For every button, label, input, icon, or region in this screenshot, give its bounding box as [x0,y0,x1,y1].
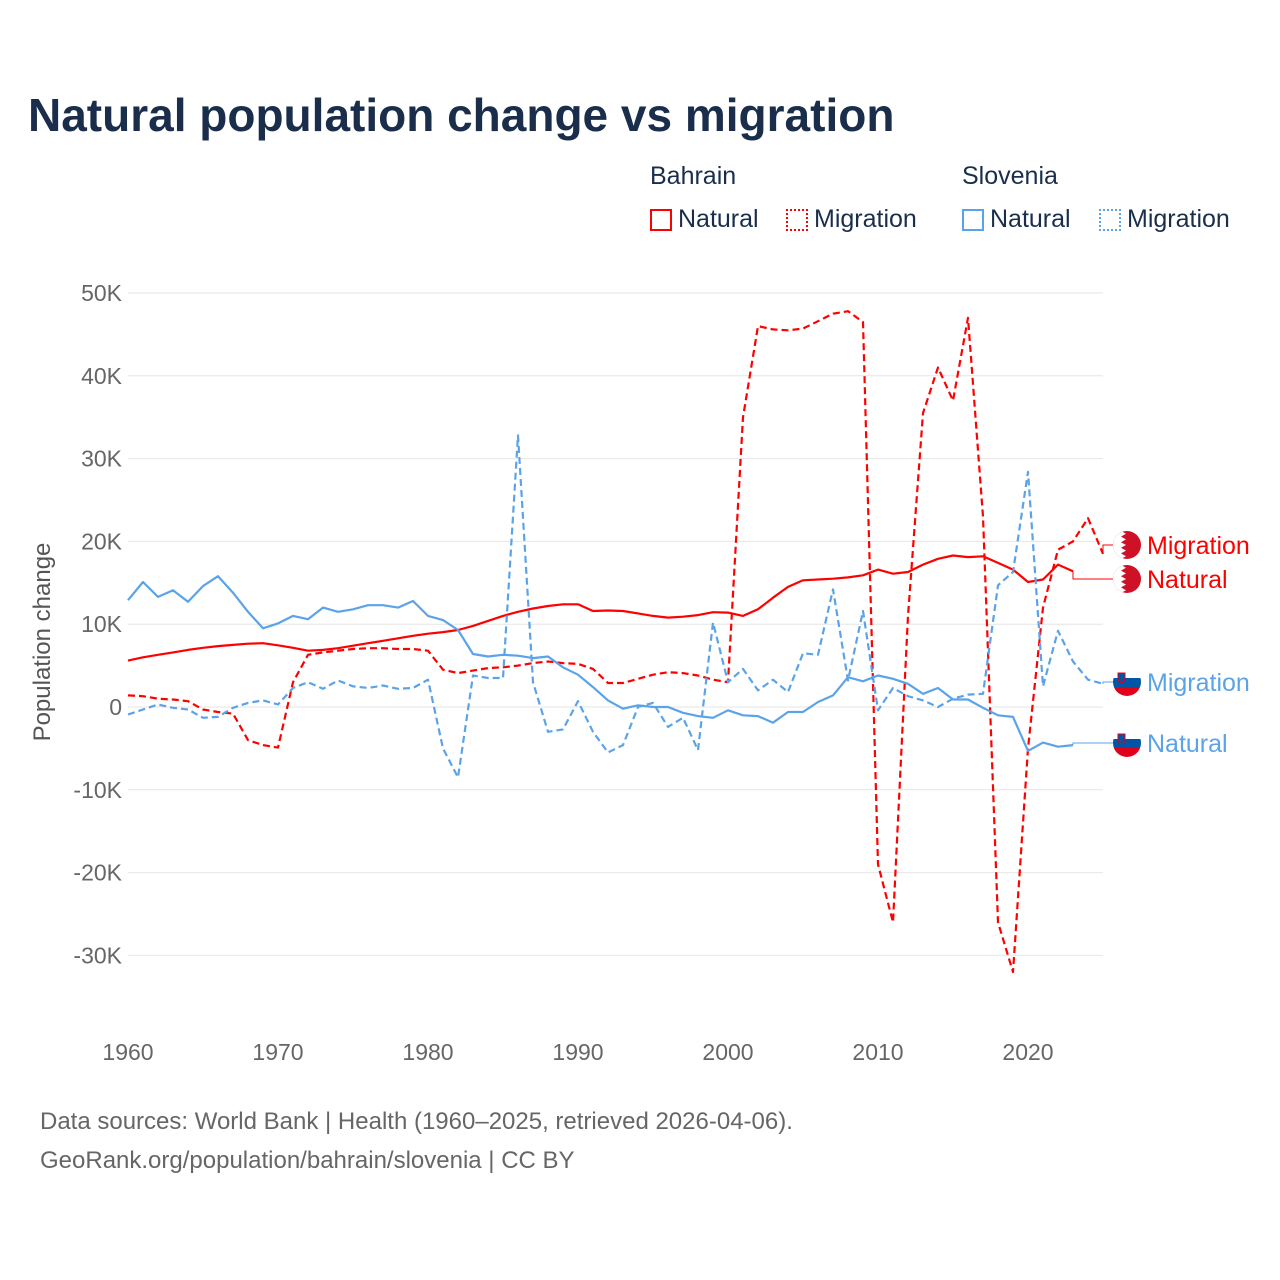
legend-label: Migration [1127,205,1230,233]
slovenia-flag-icon [1113,668,1141,696]
series-line-bahrain-migration [127,310,1105,974]
x-tick-label: 2000 [702,1039,753,1065]
legend-label: Natural [678,205,759,233]
legend-item-slovenia-natural[interactable]: Natural [962,205,1071,234]
end-label: Migration [1147,669,1250,697]
series-line-bahrain-natural [127,554,1074,662]
flag-blue [1113,678,1141,687]
label-connector [1072,742,1113,746]
flag-white [1113,729,1141,739]
legend-swatch-solid [650,208,672,231]
y-tick-label: -30K [73,942,122,968]
chart-title: Natural population change vs migration [28,89,895,141]
y-tick-label: 20K [81,528,123,554]
chart-plot: Population change 50K 40K 30K 20K 10K 0 -10K -2… [29,280,1250,1065]
y-axis-label: Population change [29,543,56,742]
flag-blue [1113,739,1141,748]
y-tick-label: 50K [81,280,123,306]
label-connector [1102,544,1113,554]
y-tick-label: 30K [81,446,123,472]
legend-group-bahrain: Bahrain [650,162,737,190]
end-label: Natural [1147,730,1228,758]
slovenia-flag-icon [1113,729,1141,757]
label-connector [1072,571,1113,580]
flag-crest [1117,733,1126,744]
legend-item-slovenia-migration[interactable]: Migration [1099,205,1230,234]
legend-item-bahrain-migration[interactable]: Migration [786,205,917,234]
flag-white [1113,531,1126,559]
footer-link[interactable]: GeoRank.org/population/bahrain/slovenia … [40,1147,575,1174]
x-tick-label: 1990 [552,1039,603,1065]
legend-label: Migration [814,205,917,233]
flag-white [1113,668,1141,678]
legend-label: Natural [990,205,1071,233]
legend-swatch-solid [962,208,984,231]
legend-swatch-dotted [786,208,808,231]
y-tick-label: -10K [73,777,122,803]
series-line-slovenia-natural [127,575,1074,753]
flag-red [1113,687,1141,696]
x-tick-label: 1970 [252,1039,303,1065]
end-label: Natural [1147,566,1228,594]
x-tick-label: 2010 [852,1039,903,1065]
legend-group-slovenia: Slovenia [962,162,1058,190]
y-tick-label: -20K [73,860,122,886]
legend-swatch-dotted [1099,208,1121,231]
y-tick-label: 10K [81,611,123,637]
flag-crest [1117,672,1126,683]
footer-sources: Data sources: World Bank | Health (1960–… [40,1108,793,1135]
series-line-slovenia-migration [127,434,1104,779]
bahrain-flag-icon [1113,531,1141,559]
end-label: Migration [1147,532,1250,560]
bahrain-flag-icon [1113,565,1141,593]
flag-red [1113,748,1141,757]
flag-white [1113,565,1126,593]
legend-item-bahrain-natural[interactable]: Natural [650,205,759,234]
y-tick-label: 40K [81,363,123,389]
label-connector [1102,681,1113,684]
x-tick-label: 1980 [402,1039,453,1065]
x-tick-label: 2020 [1002,1039,1053,1065]
x-tick-label: 1960 [102,1039,153,1065]
y-tick-label: 0 [109,694,122,720]
